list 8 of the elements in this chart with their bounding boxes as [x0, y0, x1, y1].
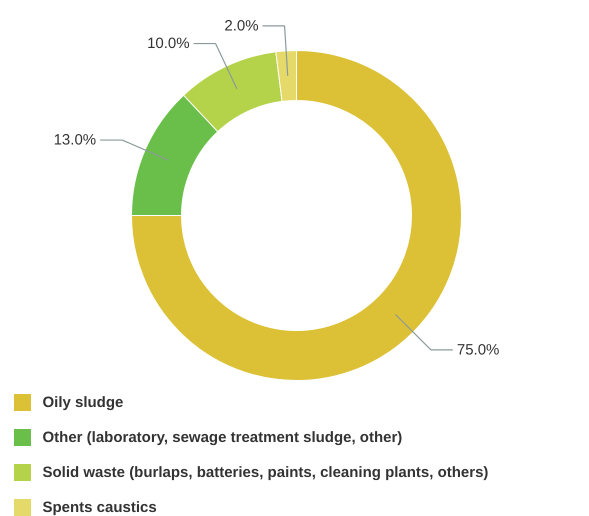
data-label: 10.0%: [147, 35, 190, 52]
legend-label: Other (laboratory, sewage treatment sludge, other): [42, 429, 402, 446]
data-label: 13.0%: [54, 132, 96, 149]
legend-label: Solid waste (burlaps, batteries, paints, cleaning plants, others): [42, 464, 488, 481]
legend-label: Oily sludge: [42, 394, 124, 411]
legend-label: Spents caustics: [42, 499, 157, 516]
data-label: 2.0%: [224, 17, 259, 34]
data-label: 75.0%: [456, 341, 500, 358]
